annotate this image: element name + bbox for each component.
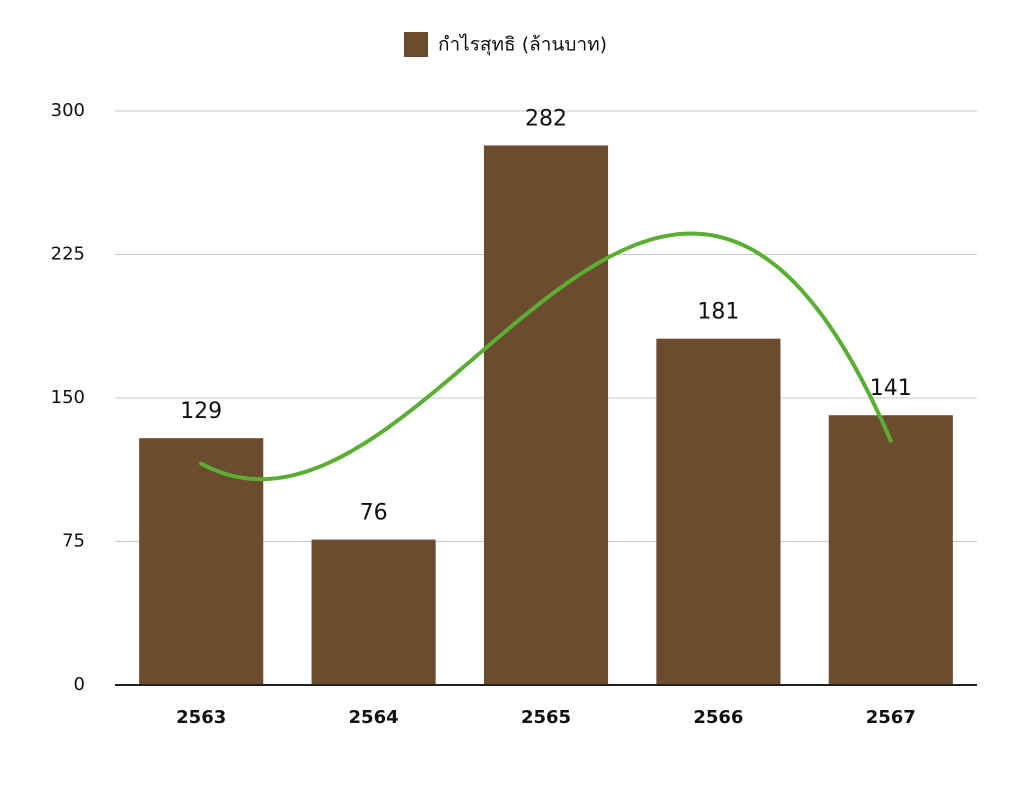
y-tick-label: 300 [51,100,85,121]
x-tick-label: 2566 [693,707,743,728]
bar [311,539,436,685]
y-tick-label: 75 [62,531,85,552]
value-label: 181 [697,300,739,325]
legend-label: กำไรสุทธิ (ล้านบาท) [438,34,607,57]
value-label: 76 [360,501,388,526]
bar [656,338,781,685]
trendline [199,231,893,482]
value-label: 141 [870,376,912,401]
bar [483,145,609,685]
bar [139,438,264,685]
value-label: 129 [180,399,222,424]
bar [828,415,953,685]
x-tick-label: 2565 [521,707,571,728]
legend-swatch [404,32,428,57]
y-tick-label: 150 [51,387,85,408]
y-tick-label: 0 [74,674,85,695]
y-tick-label: 225 [51,244,85,265]
x-tick-label: 2564 [349,707,399,728]
x-tick-label: 2563 [176,707,226,728]
x-tick-label: 2567 [866,707,916,728]
value-label: 282 [525,106,567,131]
